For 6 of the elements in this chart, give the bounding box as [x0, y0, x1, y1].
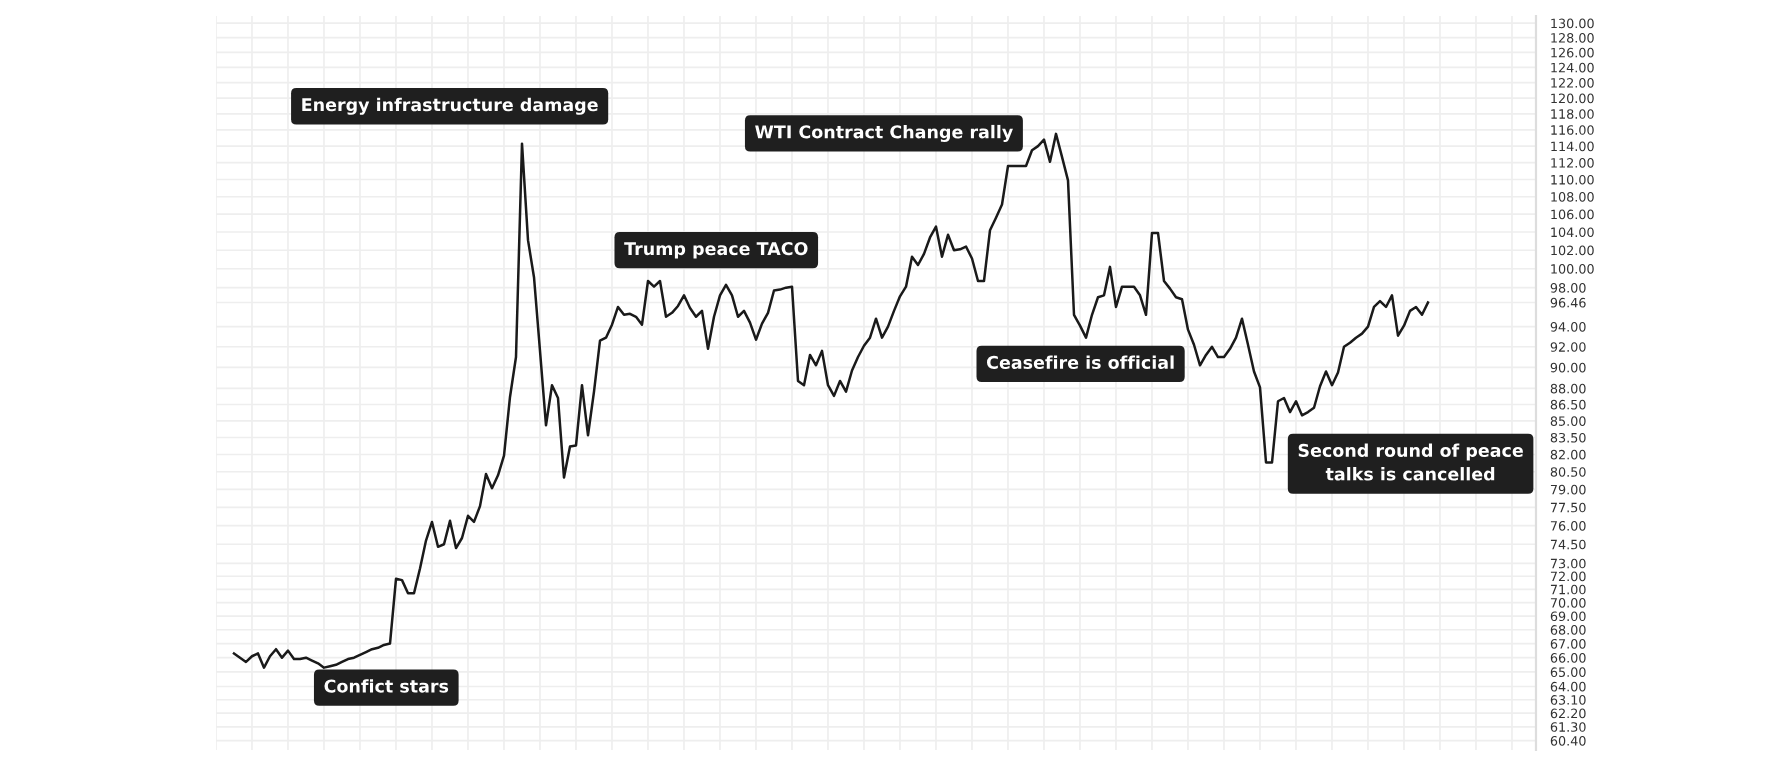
annotation: Confict stars: [324, 679, 449, 693]
annotation: Energy infrastructure damage: [302, 97, 598, 115]
annotation: WTI Contract Change rally: [755, 124, 1013, 142]
annotation: Second round of peace talks is cancelled: [1298, 443, 1523, 481]
annotation: Ceasefire is official: [987, 355, 1174, 369]
annotation: Trump peace TACO: [624, 241, 808, 259]
